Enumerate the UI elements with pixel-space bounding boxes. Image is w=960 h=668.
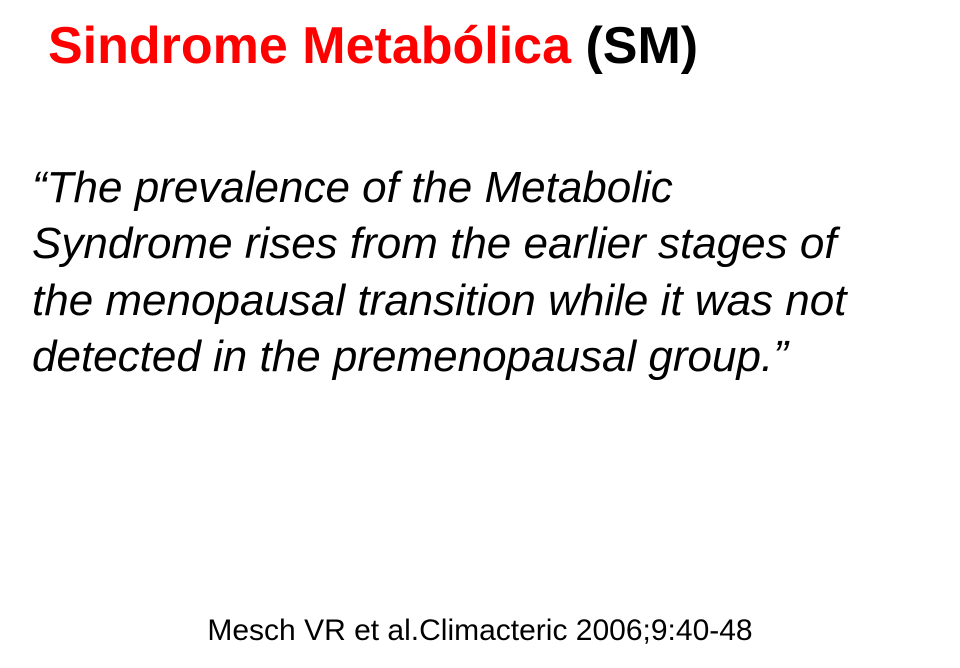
slide-container: Sindrome Metabólica (SM) “The prevalence… xyxy=(0,0,960,668)
title-highlight: Sindrome Metabólica xyxy=(48,17,571,75)
title-suffix: (SM) xyxy=(571,17,698,75)
slide-title: Sindrome Metabólica (SM) xyxy=(48,18,698,75)
citation-text: Mesch VR et al.Climacteric 2006;9:40-48 xyxy=(0,614,960,648)
body-quote: “The prevalence of the Metabolic Syndrom… xyxy=(32,160,880,385)
